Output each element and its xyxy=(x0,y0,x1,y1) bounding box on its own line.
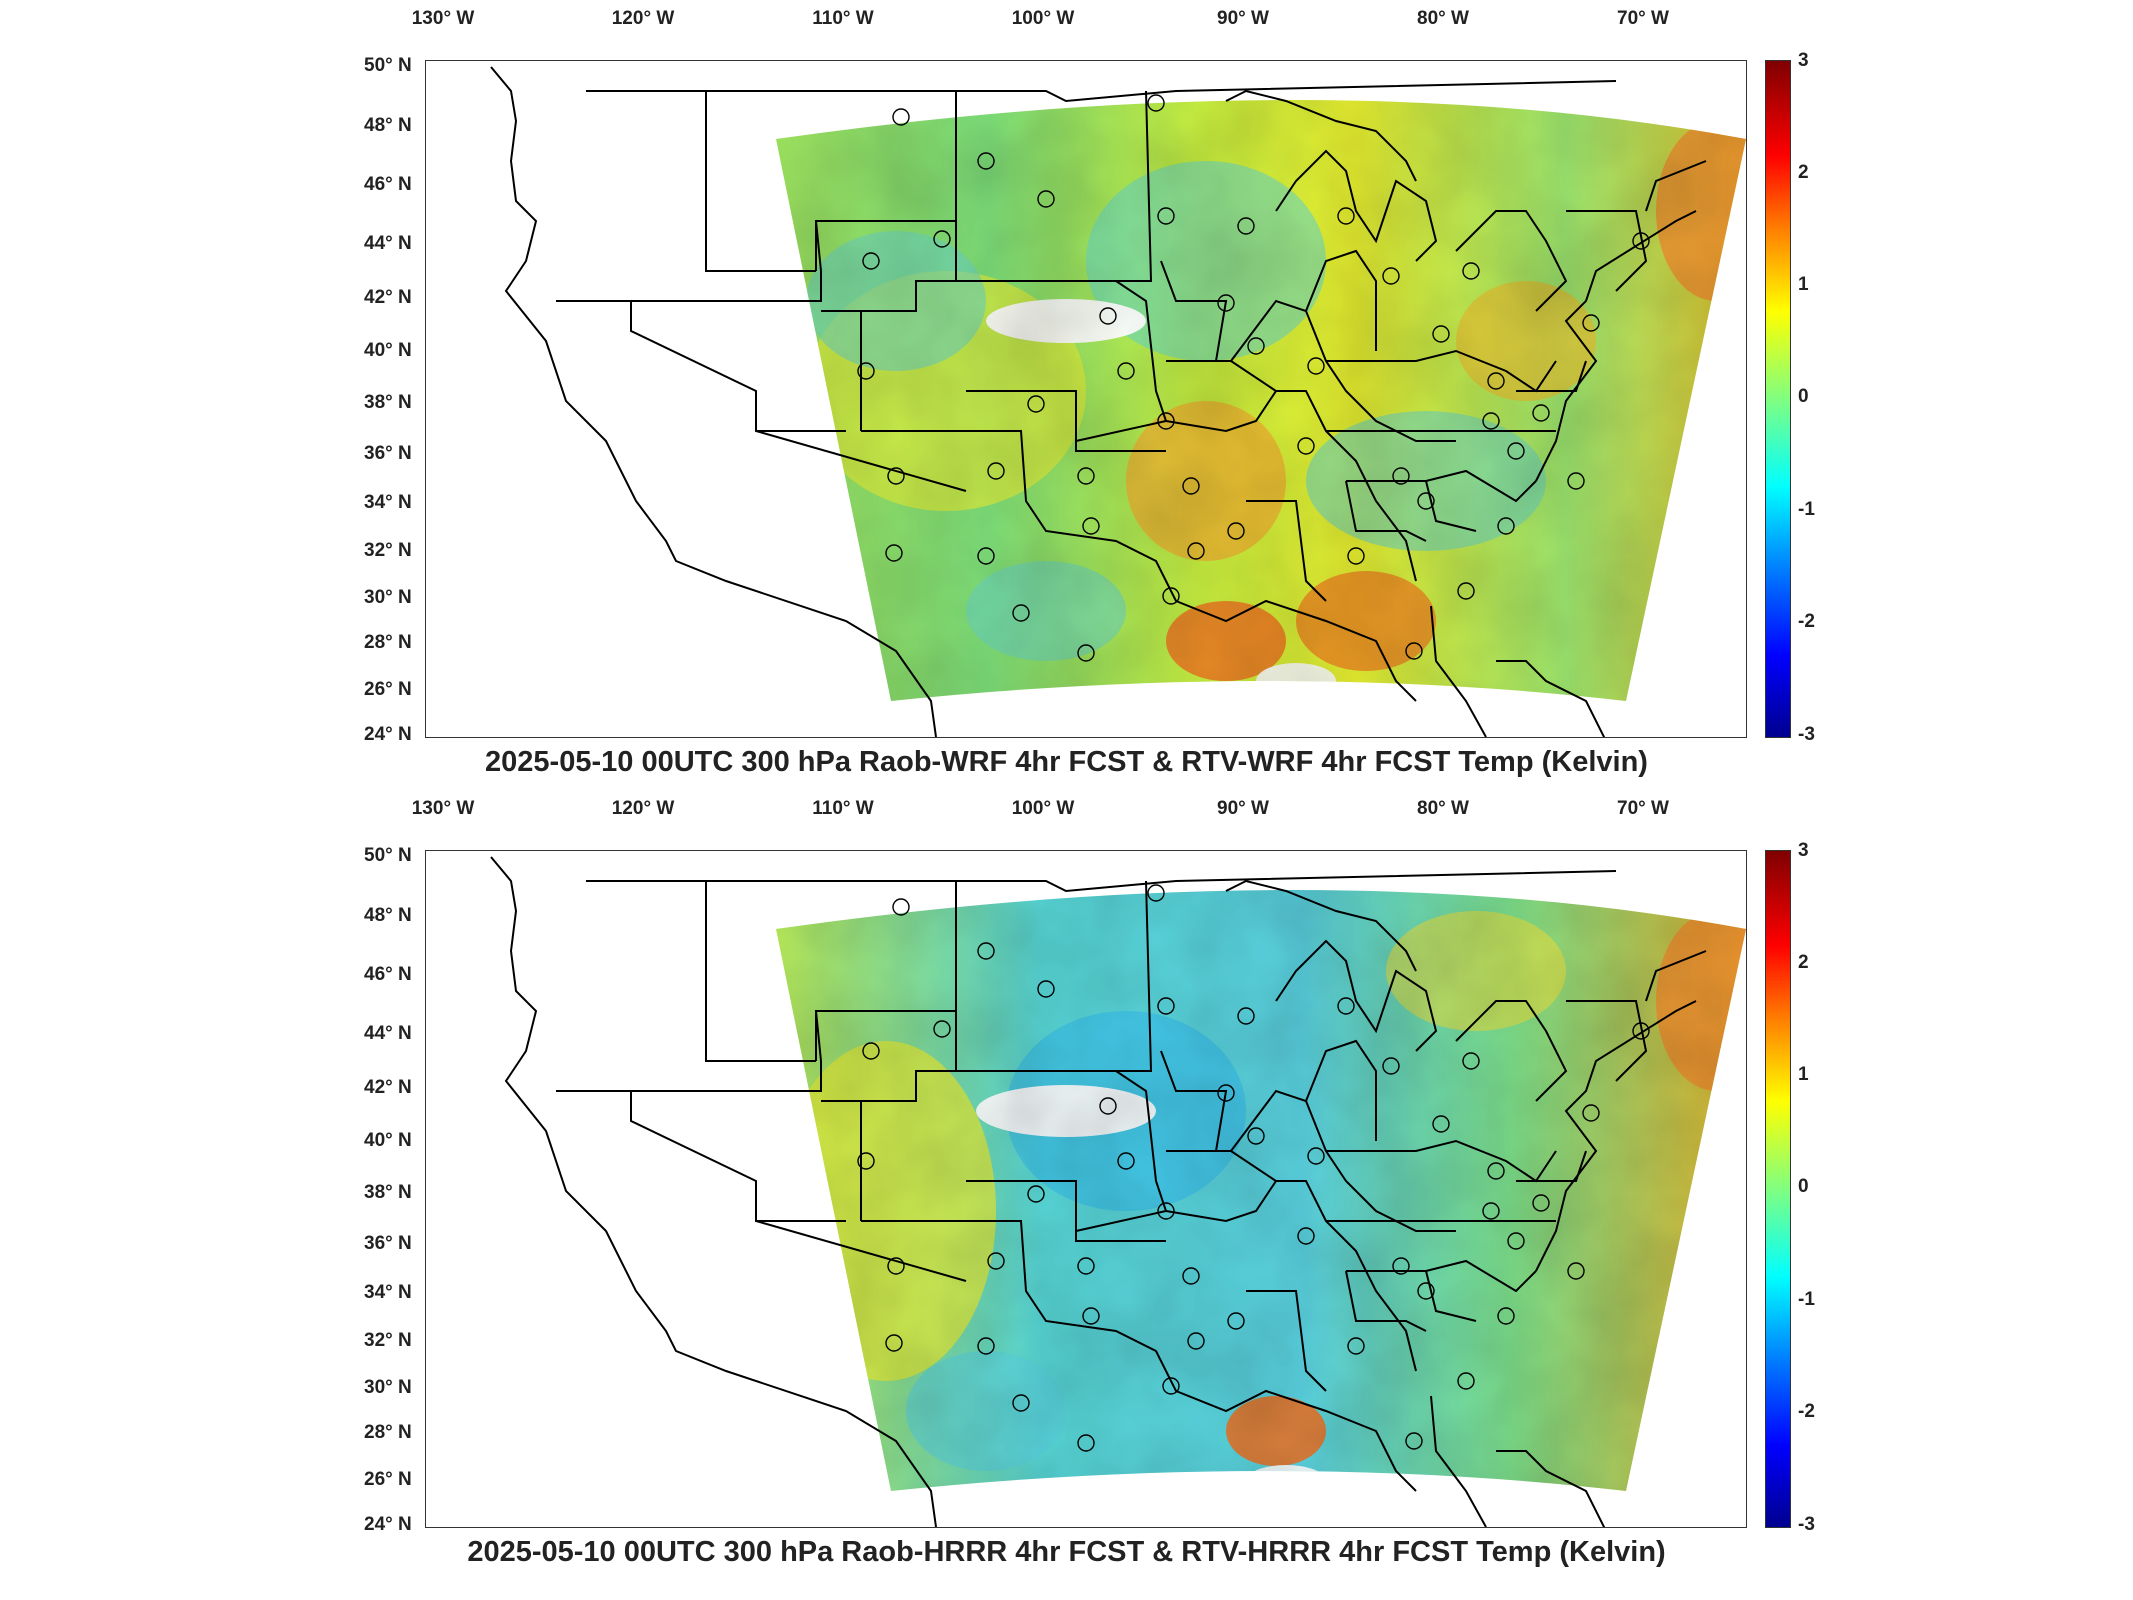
lon-label: 80° W xyxy=(1417,798,1469,819)
lon-label: 90° W xyxy=(1217,8,1269,29)
lon-label: 70° W xyxy=(1617,8,1669,29)
colorbar-tick: 1 xyxy=(1798,1064,1809,1085)
colorbar-tick: 3 xyxy=(1798,840,1809,861)
state-boundaries xyxy=(490,66,1707,737)
lat-label: 34° N xyxy=(364,492,412,513)
map-plot-area xyxy=(425,60,1747,738)
colorbar-tick: 0 xyxy=(1798,386,1809,407)
lat-label: 46° N xyxy=(364,174,412,195)
lat-label: 40° N xyxy=(364,1130,412,1151)
lon-label: 80° W xyxy=(1417,8,1469,29)
lat-label: 28° N xyxy=(364,632,412,653)
colorbar-tick: -3 xyxy=(1798,1514,1815,1535)
raob-stations xyxy=(857,884,1650,1452)
lat-label: 42° N xyxy=(364,287,412,308)
lat-label: 40° N xyxy=(364,340,412,361)
colorbar-tick: 3 xyxy=(1798,50,1809,71)
lat-label: 32° N xyxy=(364,1330,412,1351)
colorbar-tick: -2 xyxy=(1798,611,1815,632)
lon-label: 90° W xyxy=(1217,798,1269,819)
map-panel-hrrr: 130° W 120° W 110° W 100° W 90° W 80° W … xyxy=(0,790,2133,1590)
lat-label: 36° N xyxy=(364,443,412,464)
lon-label: 110° W xyxy=(812,798,874,819)
lon-label: 130° W xyxy=(411,798,475,819)
lat-label: 42° N xyxy=(364,1077,412,1098)
lon-label: 120° W xyxy=(611,798,675,819)
colorbar xyxy=(1765,850,1791,1528)
state-boundaries xyxy=(490,856,1707,1527)
temperature-field xyxy=(776,890,1746,1491)
lat-label: 50° N xyxy=(364,55,412,76)
lat-label: 26° N xyxy=(364,1469,412,1490)
lat-label: 24° N xyxy=(364,724,412,745)
lat-label: 34° N xyxy=(364,1282,412,1303)
lon-label: 70° W xyxy=(1617,798,1669,819)
lat-label: 48° N xyxy=(364,905,412,926)
panel-title: 2025-05-10 00UTC 300 hPa Raob-WRF 4hr FC… xyxy=(485,746,1648,778)
lat-label: 30° N xyxy=(364,1377,412,1398)
lon-label: 130° W xyxy=(411,8,475,29)
lat-label: 38° N xyxy=(364,392,412,413)
lat-label: 26° N xyxy=(364,679,412,700)
lat-label: 48° N xyxy=(364,115,412,136)
colorbar-tick: 2 xyxy=(1798,952,1809,973)
colorbar-tick: 0 xyxy=(1798,1176,1809,1197)
lon-label: 120° W xyxy=(611,8,675,29)
colorbar-tick: -1 xyxy=(1798,1289,1815,1310)
lat-label: 36° N xyxy=(364,1233,412,1254)
lat-label: 46° N xyxy=(364,964,412,985)
map-svg xyxy=(490,66,1746,737)
lat-label: 28° N xyxy=(364,1422,412,1443)
colorbar-tick: 1 xyxy=(1798,274,1809,295)
lon-label: 100° W xyxy=(1011,8,1075,29)
lat-label: 32° N xyxy=(364,540,412,561)
temperature-field xyxy=(776,100,1746,701)
map-plot-area xyxy=(425,850,1747,1528)
raob-stations xyxy=(857,94,1650,662)
lat-label: 30° N xyxy=(364,587,412,608)
lon-label: 100° W xyxy=(1011,798,1075,819)
lon-label: 110° W xyxy=(812,8,874,29)
colorbar-tick: -1 xyxy=(1798,499,1815,520)
lat-label: 24° N xyxy=(364,1514,412,1535)
colorbar-tick: -3 xyxy=(1798,724,1815,745)
lat-label: 38° N xyxy=(364,1182,412,1203)
lat-label: 44° N xyxy=(364,233,412,254)
colorbar-tick: 2 xyxy=(1798,162,1809,183)
lat-label: 50° N xyxy=(364,845,412,866)
map-panel-wrf: 130° W 120° W 110° W 100° W 90° W 80° W … xyxy=(364,8,1815,778)
colorbar-tick: -2 xyxy=(1798,1401,1815,1422)
colorbar xyxy=(1765,60,1791,738)
map-svg xyxy=(490,856,1746,1527)
panel-title: 2025-05-10 00UTC 300 hPa Raob-HRRR 4hr F… xyxy=(467,1536,1666,1568)
lat-label: 44° N xyxy=(364,1023,412,1044)
